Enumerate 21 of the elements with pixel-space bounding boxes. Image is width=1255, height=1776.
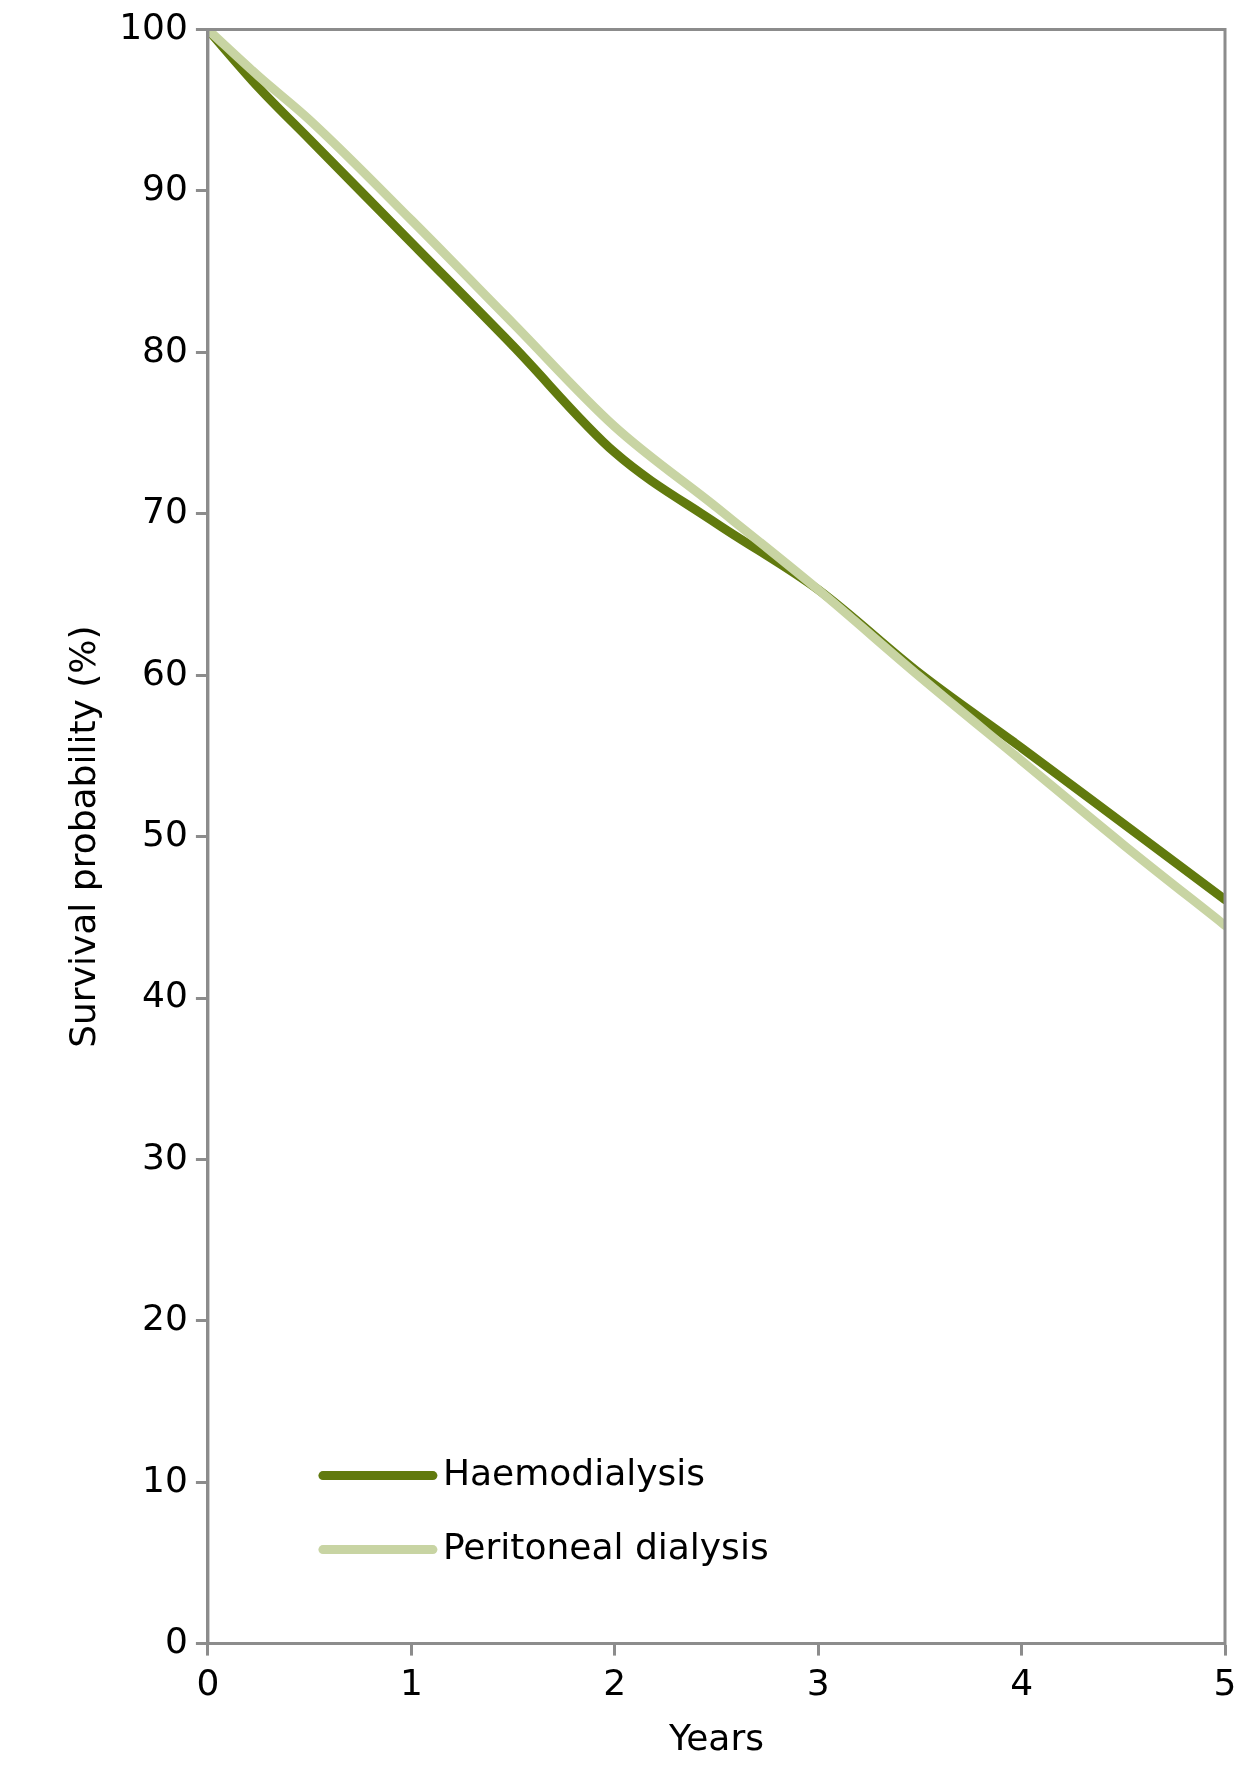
y-tick-label: 60 bbox=[142, 651, 188, 693]
y-tick-label: 50 bbox=[142, 812, 188, 854]
y-tick-label: 10 bbox=[142, 1458, 188, 1500]
y-tick-label: 70 bbox=[142, 490, 188, 532]
y-axis-title: Survival probability (%) bbox=[61, 625, 103, 1048]
x-tick-label: 3 bbox=[806, 1661, 830, 1703]
y-tick-label: 100 bbox=[119, 5, 188, 47]
y-tick-label: 90 bbox=[142, 167, 188, 209]
x-tick-label: 4 bbox=[1010, 1661, 1034, 1703]
y-tick-label: 40 bbox=[142, 974, 188, 1016]
x-tick-label: 0 bbox=[196, 1661, 220, 1703]
y-tick-label: 30 bbox=[142, 1135, 188, 1177]
x-tick-label: 1 bbox=[399, 1661, 423, 1703]
x-tick-label: 2 bbox=[603, 1661, 627, 1703]
y-tick-label: 20 bbox=[142, 1297, 188, 1339]
x-axis-title: Years bbox=[667, 1716, 764, 1758]
y-tick-label: 80 bbox=[142, 328, 188, 370]
legend-label: Peritoneal dialysis bbox=[442, 1525, 769, 1567]
y-tick-label: 0 bbox=[165, 1619, 188, 1661]
x-tick-label: 5 bbox=[1213, 1661, 1237, 1703]
legend-label: Haemodialysis bbox=[442, 1451, 706, 1493]
